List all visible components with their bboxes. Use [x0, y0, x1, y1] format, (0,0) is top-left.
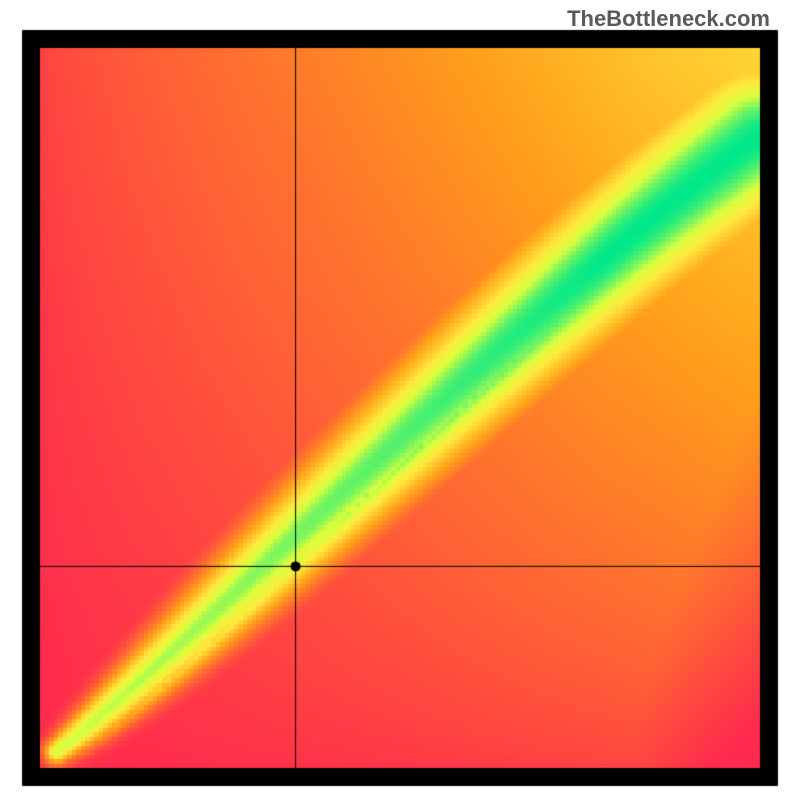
heatmap-canvas — [0, 0, 800, 800]
watermark-text: TheBottleneck.com — [567, 6, 770, 32]
bottleneck-heatmap — [0, 0, 800, 805]
